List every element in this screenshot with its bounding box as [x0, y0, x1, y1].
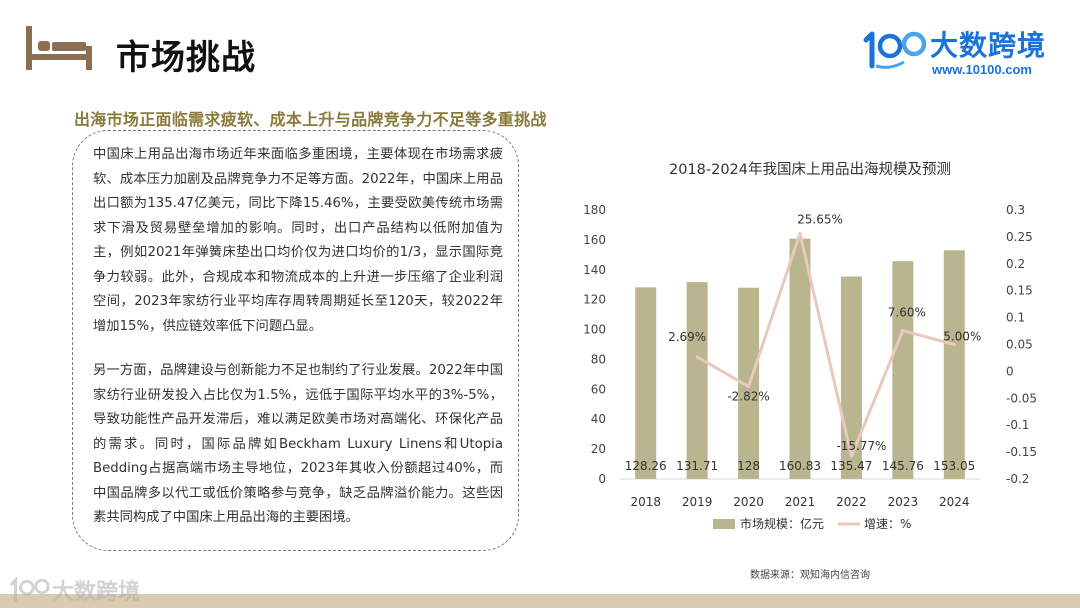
y-left-tick-label: 80: [591, 352, 606, 366]
bar-value-label: 153.05: [933, 459, 975, 473]
y-right-tick-label: -0.15: [1006, 445, 1037, 459]
y-right-tick-label: 0.1: [1006, 311, 1025, 325]
brand-logo-mark: [863, 31, 927, 69]
growth-point: [798, 231, 802, 235]
growth-point: [901, 329, 905, 333]
brand-url: www.10100.com: [932, 62, 1032, 77]
y-right-tick-label: 0.15: [1006, 284, 1033, 298]
bar-value-label: 135.47: [830, 459, 872, 473]
description-box: 中国床上用品出海市场近年来面临多重困境，主要体现在市场需求疲软、成本压力加剧及品…: [72, 130, 519, 551]
bed-icon: [26, 26, 92, 70]
x-tick-label: 2024: [939, 495, 970, 509]
growth-value-label: 2.69%: [668, 330, 706, 344]
legend-line-label: 增速：%: [864, 517, 911, 531]
y-left-tick-label: 120: [583, 293, 606, 307]
y-right-tick-label: -0.2: [1006, 472, 1029, 486]
growth-line: [696, 231, 955, 458]
bar: [943, 250, 965, 479]
bar: [635, 287, 657, 479]
page-title: 市场挑战: [116, 38, 256, 78]
growth-value-label: -2.82%: [727, 390, 769, 404]
y-right-tick-label: 0.05: [1006, 338, 1033, 352]
y-right-tick-label: 0.3: [1006, 203, 1025, 217]
y-right-tick-label: -0.05: [1006, 391, 1037, 405]
bar-value-label: 128.26: [625, 459, 667, 473]
x-tick-label: 2022: [836, 495, 867, 509]
x-tick-label: 2019: [682, 495, 713, 509]
y-right-tick-label: 0: [1006, 364, 1014, 378]
footer-band: [0, 594, 1080, 608]
bar: [892, 261, 914, 479]
bar-value-label: 128: [737, 459, 760, 473]
section-subtitle: 出海市场正面临需求疲软、成本上升与品牌竞争力不足等多重挑战: [74, 110, 547, 129]
bar-value-label: 145.76: [882, 459, 924, 473]
y-left-tick-label: 60: [591, 382, 606, 396]
footer-watermark-logo: 大数跨境: [8, 574, 148, 605]
bar: [686, 282, 708, 479]
x-tick-label: 2021: [785, 495, 816, 509]
y-left-tick-label: 180: [583, 203, 606, 217]
y-right-tick-label: 0.25: [1006, 230, 1033, 244]
legend-bar-label: 市场规模：亿元: [740, 516, 824, 531]
chart-title: 2018-2024年我国床上用品出海规模及预测: [668, 162, 952, 178]
bar-value-label: 160.83: [779, 459, 821, 473]
x-tick-label: 2020: [733, 495, 764, 509]
footer-brand-name: 大数跨境: [52, 580, 141, 605]
y-left-tick-label: 40: [591, 412, 606, 426]
y-left-tick-label: 140: [583, 263, 606, 277]
growth-value-label: 7.60%: [888, 306, 926, 320]
growth-value-label: 5.00%: [943, 330, 981, 344]
footer-logo-mark: [10, 576, 50, 602]
paragraph-1: 中国床上用品出海市场近年来面临多重困境，主要体现在市场需求疲软、成本压力加剧及品…: [93, 147, 503, 334]
y-left-tick-label: 20: [591, 442, 606, 456]
bar: [789, 238, 811, 479]
x-tick-label: 2018: [630, 495, 661, 509]
paragraph-2: 另一方面，品牌建设与创新能力不足也制约了行业发展。2022年中国家纺行业研发投入…: [93, 363, 503, 525]
y-right-tick-label: 0.2: [1006, 257, 1025, 271]
growth-point: [849, 454, 853, 458]
growth-point: [747, 385, 751, 389]
growth-value-label: 25.65%: [797, 212, 843, 226]
bar-value-label: 131.71: [676, 459, 718, 473]
x-tick-label: 2023: [888, 495, 919, 509]
y-right-tick-label: -0.1: [1006, 418, 1029, 432]
combo-chart: 0 20 40 60 80 100 120 140 160 180 -0.2 -0.15 -0.1 -0.…: [583, 203, 1037, 531]
y-left-tick-label: 0: [598, 472, 606, 486]
y-left-tick-label: 100: [583, 323, 606, 337]
brand-logo: 大数跨境 www.10100.com: [860, 24, 1060, 84]
growth-value-label: -15.77%: [836, 439, 886, 453]
growth-point: [952, 343, 956, 346]
growth-point: [695, 355, 699, 359]
legend-bar-swatch: [713, 519, 735, 529]
data-source: 数据来源：观知海内信咨询: [750, 570, 870, 581]
brand-name: 大数跨境: [930, 29, 1047, 62]
y-left-tick-label: 160: [583, 233, 606, 247]
